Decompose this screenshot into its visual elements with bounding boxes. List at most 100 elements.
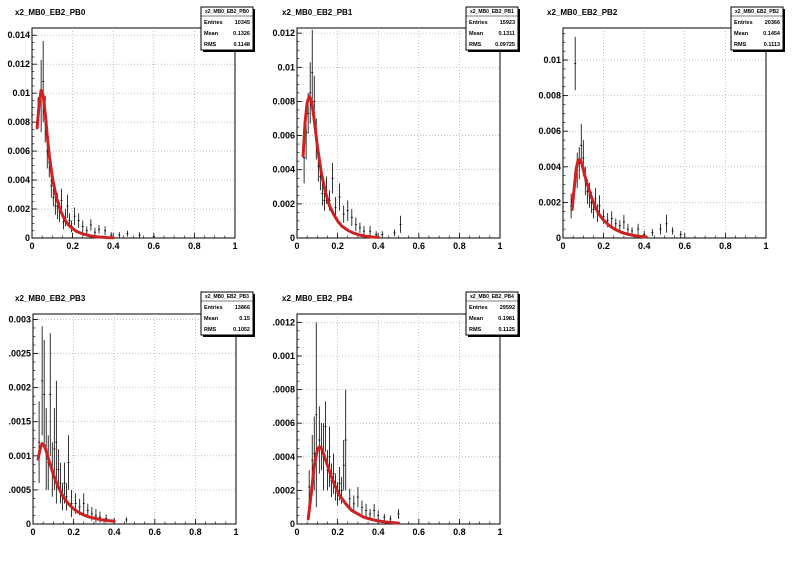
y-tick-label: 0.01 xyxy=(277,62,295,72)
data-point xyxy=(358,222,361,233)
x-tick-label: 1 xyxy=(497,241,502,251)
stats-label: RMS xyxy=(469,327,482,333)
panel-pb0: x2_MB0_EB2_PB0 0 0.002 0.004 0.006 0.008 0.01… xyxy=(7,6,255,251)
stats-value: 13866 xyxy=(235,305,250,311)
stats-value: 0.1148 xyxy=(233,42,250,48)
data-point xyxy=(369,226,372,237)
y-tick-label: 0.01 xyxy=(12,88,30,98)
data-point xyxy=(671,227,674,235)
y-axis: 0 0.002 0.004 0.006 0.008 0.01 0.012 xyxy=(272,28,302,243)
y-tick-label: .0004 xyxy=(272,452,295,462)
stats-box-shadow xyxy=(468,335,520,337)
stats-name: x2_MB0_EB2_PB3 xyxy=(205,294,249,300)
data-point xyxy=(659,223,662,235)
y-tick-label: 0.004 xyxy=(7,175,30,185)
y-tick-label: 0.014 xyxy=(7,30,30,40)
panel-pb1: x2_MB0_EB2_PB1 0 0.002 0.004 0.006 0.008 0.01… xyxy=(272,6,520,251)
data-point xyxy=(665,214,668,233)
plot-frame xyxy=(562,27,767,239)
stats-value: 29592 xyxy=(500,305,515,311)
x-tick-label: 0.2 xyxy=(331,241,344,251)
stats-box: x2_MB0_EB2_PB3 Entries 13866 Mean 0.15 R… xyxy=(200,291,255,337)
data-point xyxy=(54,197,57,215)
data-point xyxy=(331,162,334,194)
data-point xyxy=(383,513,386,521)
y-tick-label: 0.006 xyxy=(272,131,295,141)
y-tick-label: 0.003 xyxy=(8,314,31,324)
y-tick-label: 0.002 xyxy=(7,204,30,214)
grid xyxy=(297,314,500,524)
data-point xyxy=(342,205,345,223)
data-point xyxy=(126,230,129,237)
data-point xyxy=(334,197,337,218)
panel-pb4: x2_MB0_EB2_PB4 0.0002.0004.0006.00080.00… xyxy=(272,291,520,537)
data-point xyxy=(57,449,60,490)
data-point xyxy=(338,183,341,211)
data-point xyxy=(38,401,41,484)
y-tick-label: 0 xyxy=(26,519,31,529)
y-axis: 0 0.002 0.004 0.006 0.008 0.01 xyxy=(538,33,568,243)
data-point xyxy=(397,508,400,519)
panel-title: x2_MB0_EB2_PB2 xyxy=(547,8,618,17)
y-tick-label: .0008 xyxy=(272,385,295,395)
x-tick-label: 0.2 xyxy=(597,241,610,251)
stats-label: Entries xyxy=(204,20,223,26)
fit-curve xyxy=(306,445,400,525)
data-point xyxy=(81,220,84,233)
y-axis: 0 .0002 .0004 .0006 .0008 0.001 .0012 xyxy=(272,313,302,529)
data-point xyxy=(373,503,376,518)
plot-frame xyxy=(296,313,501,525)
y-tick-label: 0 xyxy=(25,233,30,243)
y-tick-label: 0.002 xyxy=(272,199,295,209)
x-axis: 0 0.2 0.4 0.6 0.8 1 xyxy=(294,519,503,537)
x-tick-label: 0 xyxy=(560,241,565,251)
stats-value: 0.09725 xyxy=(495,42,515,48)
data-point xyxy=(70,489,73,518)
data-point xyxy=(679,230,682,238)
stats-box-frame xyxy=(200,291,254,336)
y-tick-label: .0025 xyxy=(8,349,31,359)
data-point xyxy=(342,440,345,491)
data-point xyxy=(59,462,62,504)
stats-box-shadow xyxy=(733,50,785,52)
stats-box-frame xyxy=(465,6,519,51)
stats-box-shadow xyxy=(518,294,520,337)
y-tick-label: 0.008 xyxy=(7,117,30,127)
stats-label: Entries xyxy=(734,20,753,26)
stats-name: x2_MB0_EB2_PB4 xyxy=(470,294,514,300)
stats-box-frame xyxy=(730,6,784,51)
y-tick-label: 0.004 xyxy=(272,165,295,175)
data-point xyxy=(49,333,52,456)
fit-curve xyxy=(35,88,115,240)
data-point xyxy=(89,219,92,231)
y-tick-label: 0.004 xyxy=(538,162,561,172)
data-point xyxy=(354,217,357,232)
y-tick-label: .0002 xyxy=(272,485,295,495)
y-tick-label: .0012 xyxy=(272,317,295,327)
y-tick-label: 0.006 xyxy=(7,146,30,156)
data-point xyxy=(637,223,640,235)
plot-frame xyxy=(296,27,501,239)
stats-label: Mean xyxy=(469,31,484,37)
data-point xyxy=(574,36,577,91)
data-point xyxy=(73,207,76,225)
data-point xyxy=(377,510,380,521)
stats-label: RMS xyxy=(469,42,482,48)
stats-value: 0.1454 xyxy=(763,31,781,37)
x-tick-label: 0.6 xyxy=(679,241,692,251)
stats-value: 0.1125 xyxy=(498,327,515,333)
x-tick-label: 0.8 xyxy=(719,241,732,251)
x-tick-label: 0.2 xyxy=(331,527,344,537)
grid xyxy=(297,28,500,238)
x-tick-label: 0.4 xyxy=(372,527,385,537)
x-tick-label: 0 xyxy=(30,527,35,537)
stats-box-shadow xyxy=(253,9,255,52)
stats-box: x2_MB0_EB2_PB1 Entries 15923 Mean 0.1311… xyxy=(465,6,520,52)
data-point xyxy=(610,211,613,226)
x-tick-label: 0.8 xyxy=(453,241,466,251)
data-point xyxy=(309,62,312,124)
panel-title: x2_MB0_EB2_PB3 xyxy=(15,294,86,303)
fit-curve xyxy=(570,158,648,239)
data-point xyxy=(52,188,55,207)
data-point xyxy=(360,500,363,514)
